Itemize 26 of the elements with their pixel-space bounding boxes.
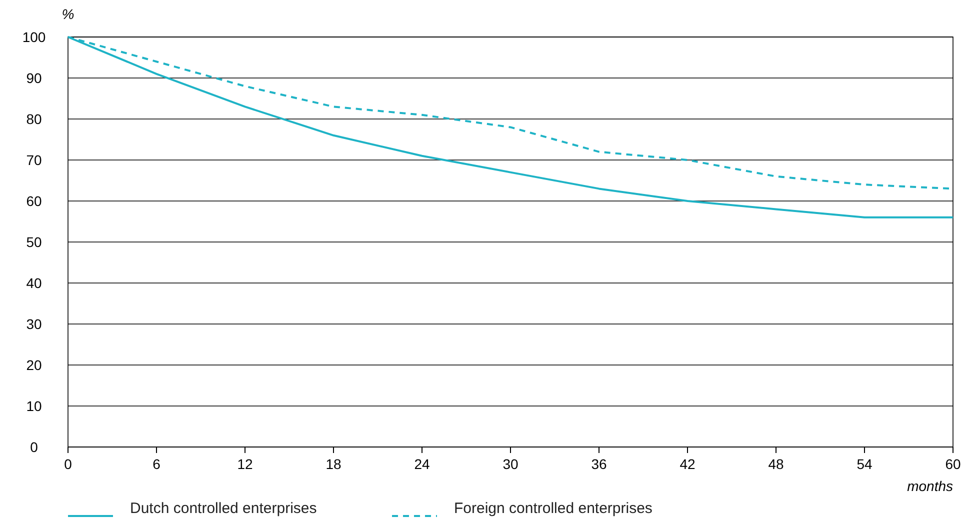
y-tick-label: 30 [26, 316, 42, 332]
x-tick-label: 0 [64, 456, 72, 472]
y-tick-label: 80 [26, 110, 42, 127]
x-tick-label: 42 [680, 456, 696, 472]
y-tick-label: 10 [26, 398, 42, 414]
legend-label: Foreign controlled enterprises [454, 500, 652, 517]
x-tick-label: 30 [502, 456, 518, 472]
x-tick-label: 12 [237, 456, 253, 472]
y-tick-label: 20 [26, 356, 42, 373]
y-tick-label: 100 [22, 28, 46, 45]
x-tick-label: 54 [856, 456, 872, 472]
y-tick-label: 90 [26, 70, 42, 86]
x-tick-label: 48 [768, 456, 784, 472]
x-tick-label: 36 [591, 456, 607, 472]
legend-label: Dutch controlled enterprises [130, 500, 317, 517]
y-tick-label: 40 [26, 274, 42, 291]
y-tick-label: 70 [26, 152, 42, 168]
y-tick-label: 0 [30, 438, 38, 455]
y-tick-label: 60 [26, 192, 42, 209]
x-tick-label: 18 [326, 456, 342, 472]
x-axis-title: months [907, 478, 953, 494]
x-tick-label: 6 [152, 456, 161, 472]
y-tick-label: 50 [26, 234, 42, 250]
y-axis-title: % [62, 6, 74, 22]
x-tick-label: 24 [414, 456, 430, 472]
x-tick-label: 60 [945, 456, 961, 472]
